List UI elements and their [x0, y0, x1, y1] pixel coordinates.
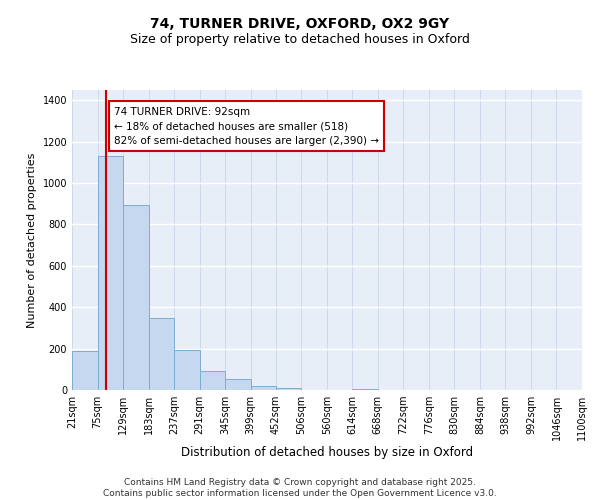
Bar: [72, 350, 98, 390]
Text: Contains HM Land Registry data © Crown copyright and database right 2025.
Contai: Contains HM Land Registry data © Crown c…: [103, 478, 497, 498]
X-axis label: Distribution of detached houses by size in Oxford: Distribution of detached houses by size …: [181, 446, 473, 458]
Bar: [251, 386, 276, 390]
Bar: [123, 205, 149, 390]
Text: Size of property relative to detached houses in Oxford: Size of property relative to detached ho…: [130, 32, 470, 46]
Bar: [174, 350, 200, 390]
Bar: [352, 389, 378, 390]
Bar: [225, 378, 251, 390]
Text: 74 TURNER DRIVE: 92sqm
← 18% of detached houses are smaller (518)
82% of semi-de: 74 TURNER DRIVE: 92sqm ← 18% of detached…: [114, 106, 379, 146]
Bar: [276, 388, 301, 390]
Y-axis label: Number of detached properties: Number of detached properties: [27, 152, 37, 328]
Bar: [200, 372, 225, 390]
Bar: [98, 156, 123, 390]
Bar: [149, 318, 174, 390]
Text: 74, TURNER DRIVE, OXFORD, OX2 9GY: 74, TURNER DRIVE, OXFORD, OX2 9GY: [151, 18, 449, 32]
